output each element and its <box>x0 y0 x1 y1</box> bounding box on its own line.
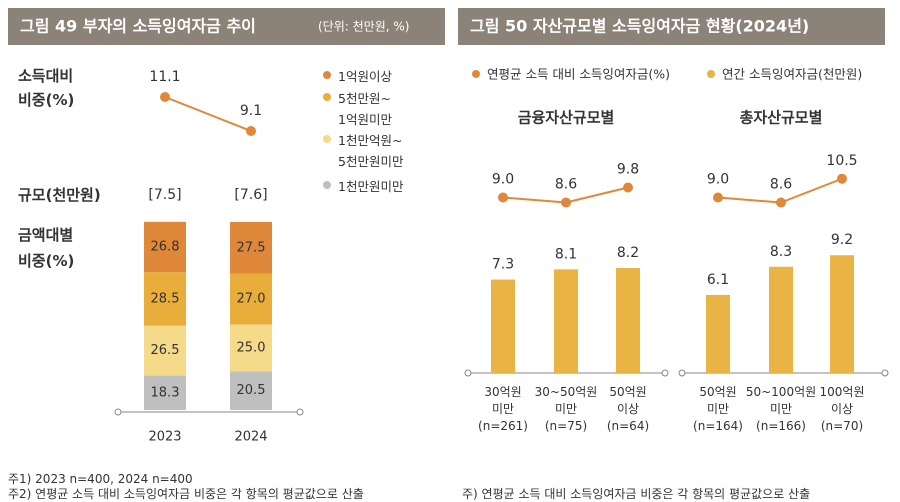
legend-marker <box>472 70 480 78</box>
value-label: 9.8 <box>617 162 639 178</box>
value-label: 26.8 <box>151 240 180 255</box>
x-tick-label: 100억원 이상 (n=70) <box>819 385 865 433</box>
ratio-point <box>246 126 256 136</box>
x-tick-label: 30억원 미만 (n=261) <box>478 385 528 433</box>
stack-segment <box>144 272 186 326</box>
axis-end <box>661 369 669 377</box>
bar <box>830 255 854 373</box>
value-label: 27.5 <box>237 240 266 255</box>
panel-title: 금융자산규모별 <box>518 109 615 127</box>
value-label: 8.3 <box>770 244 792 260</box>
axis-end <box>678 369 686 377</box>
bar <box>554 269 578 373</box>
stack-segment <box>230 324 272 372</box>
axis-end <box>881 369 889 377</box>
note: 주2) 연평균 소득 대비 소득잉여자금 비중은 각 항목의 평균값으로 산출 <box>8 487 364 501</box>
chart-subtitle: (단위: 천만원, %) <box>318 19 409 34</box>
legend-label: 연간 소득잉여자금(천만원) <box>722 67 862 82</box>
value-label: 2024 <box>234 430 267 445</box>
value-label: 6.1 <box>707 272 729 288</box>
stack-segment <box>144 221 186 273</box>
row-label: 금액대별 비중(%) <box>18 226 75 270</box>
axis-end <box>464 369 472 377</box>
value-label: 9.0 <box>492 172 514 188</box>
value-label: 18.3 <box>151 385 180 400</box>
chart-title: 그림 50 자산규모별 소득잉여자금 현황(2024년) <box>470 17 809 36</box>
value-label: 8.2 <box>617 245 639 261</box>
legend-label: 연평균 소득 대비 소득잉여자금(%) <box>487 67 670 82</box>
stack-segment <box>144 325 186 376</box>
bar <box>769 266 793 373</box>
stack-segment <box>230 371 272 410</box>
bar <box>616 268 640 373</box>
header-bar <box>458 8 885 45</box>
legend-marker <box>323 71 331 79</box>
x-tick-label: 50~100억원 미만 (n=166) <box>745 385 817 433</box>
ratio-point <box>623 182 633 193</box>
ratio-line <box>164 96 252 132</box>
axis-end <box>296 408 304 416</box>
stack-segment <box>230 222 272 274</box>
row-label: 규모(천만원) <box>18 186 101 204</box>
value-label: 11.1 <box>149 69 180 85</box>
value-label: 25.0 <box>237 340 266 355</box>
ratio-point <box>776 197 786 208</box>
value-label: 20.5 <box>237 383 266 398</box>
value-label: 9.2 <box>831 232 853 248</box>
value-label: 9.0 <box>707 172 729 188</box>
value-label: 27.0 <box>237 292 266 307</box>
panel-title: 총자산규모별 <box>740 109 823 127</box>
value-label: 8.6 <box>770 177 792 193</box>
x-tick-label: 30~50억원 미만 (n=75) <box>534 385 598 433</box>
value-label: [7.6] <box>234 187 267 203</box>
value-label: 7.3 <box>492 257 514 273</box>
note: 주1) 2023 n=400, 2024 n=400 <box>8 472 193 486</box>
value-label: 2023 <box>148 430 181 445</box>
value-label: 9.1 <box>240 103 262 119</box>
legend-marker <box>323 135 331 143</box>
value-label: 8.1 <box>555 246 577 262</box>
legend-label: 1천만원미만 <box>338 179 404 194</box>
note: 주) 연평균 소득 대비 소득잉여자금 비중은 각 항목의 평균값으로 산출 <box>462 487 811 501</box>
value-label: 10.5 <box>826 153 857 169</box>
ratio-point <box>160 92 170 102</box>
legend-marker <box>707 70 715 78</box>
row-label: 소득대비 비중(%) <box>18 67 75 109</box>
bar <box>491 279 515 373</box>
value-label: 8.6 <box>555 177 577 193</box>
stack-segment <box>230 273 272 325</box>
axis-end <box>114 408 122 416</box>
chart-title: 그림 49 부자의 소득잉여자금 추이 <box>20 17 256 36</box>
x-tick-label: 50억원 미만 (n=164) <box>693 385 743 433</box>
ratio-point <box>837 173 847 184</box>
ratio-point <box>498 192 508 203</box>
legend-marker <box>323 181 331 189</box>
ratio-point <box>713 192 723 203</box>
legend-label: 1억원이상 <box>338 69 392 84</box>
stack-segment <box>144 375 186 410</box>
value-label: 26.5 <box>151 343 180 358</box>
value-label: [7.5] <box>148 187 181 203</box>
legend-marker <box>323 93 331 101</box>
header-bar <box>8 8 445 45</box>
x-tick-label: 50억원 이상 (n=64) <box>606 385 650 433</box>
legend-label: 1천만억원~ 5천만원미만 <box>338 133 404 169</box>
bar <box>706 294 730 373</box>
ratio-point <box>561 197 571 208</box>
legend-label: 5천만원~ 1억원미만 <box>338 91 392 127</box>
value-label: 28.5 <box>151 291 180 306</box>
